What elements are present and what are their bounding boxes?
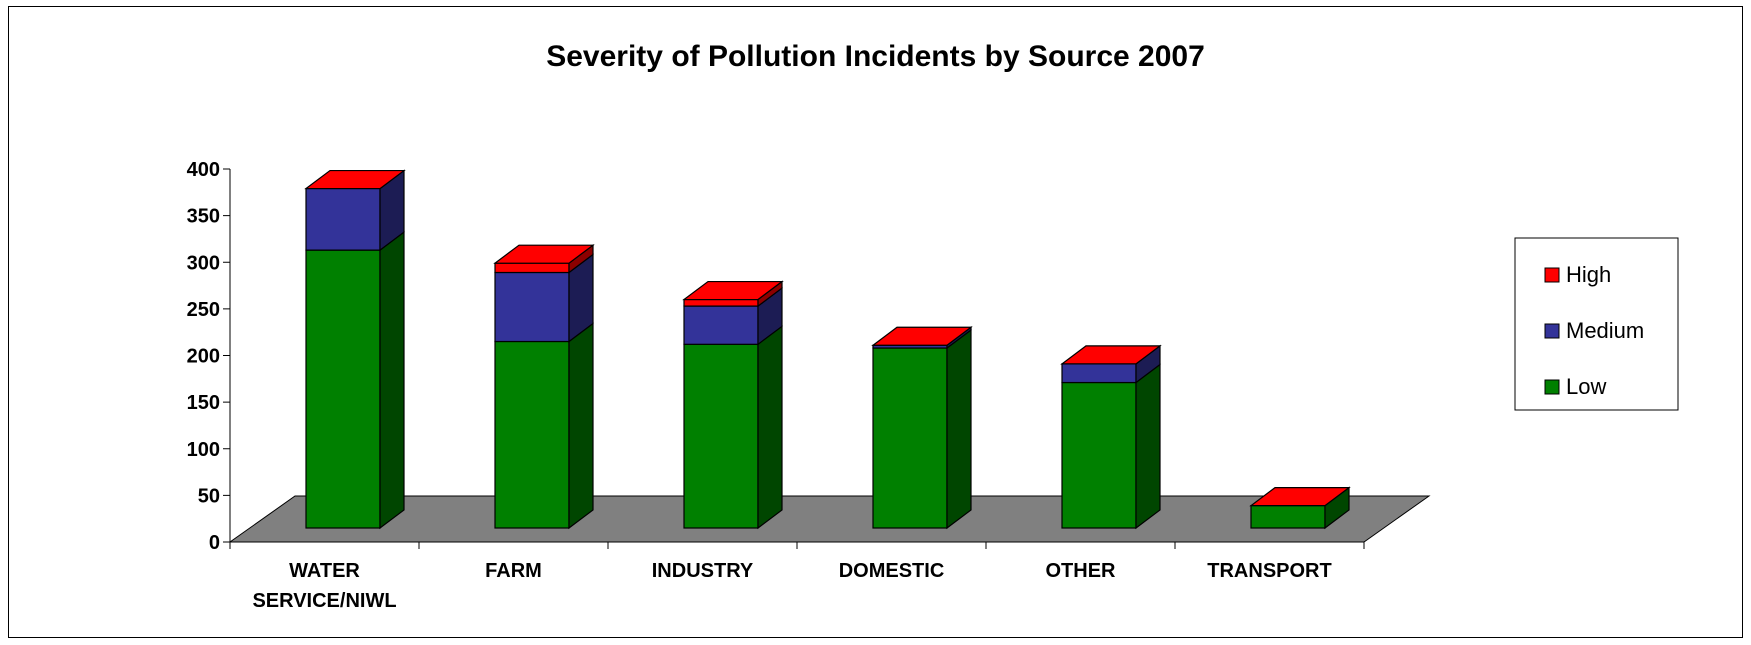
- legend-item-low: Low: [1544, 374, 1606, 399]
- bar-segment-low: [683, 325, 783, 530]
- bar-top-cap: [682, 280, 784, 301]
- x-category-label: OTHER: [1046, 560, 1117, 582]
- bar-segment-low: [305, 230, 405, 530]
- chart-floor: [228, 495, 1431, 543]
- x-category-label: FARM: [485, 560, 542, 582]
- legend-item-high: High: [1544, 262, 1611, 287]
- legend-swatch: [1544, 323, 1560, 339]
- bar-segment-medium: [305, 169, 405, 252]
- y-tick-label: 150: [187, 392, 220, 414]
- legend-swatch: [1544, 379, 1560, 395]
- y-tick-label: 100: [187, 439, 220, 461]
- x-category-label: TRANSPORT: [1207, 560, 1331, 582]
- x-category-label: DOMESTIC: [839, 560, 945, 582]
- legend-label: High: [1566, 262, 1611, 287]
- bar-segment-low: [494, 322, 594, 530]
- y-tick-label: 50: [198, 485, 220, 507]
- y-tick-label: 350: [187, 206, 220, 228]
- bar-top-cap: [304, 169, 406, 190]
- bar-segment-low: [872, 328, 972, 530]
- y-tick-label: 0: [209, 532, 220, 554]
- legend-label: Medium: [1566, 318, 1644, 343]
- bar-segment-low: [1061, 363, 1161, 530]
- x-category-label: WATER SERVICE/NIWL: [252, 560, 396, 612]
- y-tick-label: 250: [187, 299, 220, 321]
- x-category-label: INDUSTRY: [652, 560, 754, 582]
- bar-segment-medium: [683, 286, 783, 346]
- y-tick-label: 300: [187, 252, 220, 274]
- chart-title: Severity of Pollution Incidents by Sourc…: [546, 40, 1205, 73]
- y-tick-label: 200: [187, 346, 220, 368]
- y-tick-label: 400: [187, 159, 220, 181]
- legend-swatch: [1544, 267, 1560, 283]
- legend-label: Low: [1566, 374, 1606, 399]
- bar-segment-medium: [1061, 344, 1161, 384]
- bar-top-cap: [871, 326, 973, 346]
- bar-top-cap: [1249, 487, 1351, 507]
- legend-box: [1514, 237, 1679, 411]
- bar-top-cap: [493, 244, 595, 264]
- legend-item-medium: Medium: [1544, 318, 1644, 343]
- bar-top-cap: [1060, 345, 1162, 365]
- bar-segment-low: [1250, 486, 1350, 530]
